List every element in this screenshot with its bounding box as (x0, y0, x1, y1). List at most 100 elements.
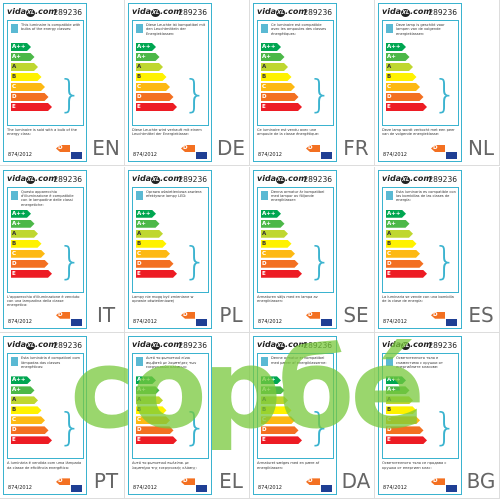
brand-suffix: .com (410, 7, 432, 16)
energy-label-cell: vidaXL.com 289236 Denna armatur är kompati… (250, 166, 375, 333)
energy-label-cell: vidaXL.com 289236 This luminaire is compat… (0, 0, 125, 166)
energy-label: vidaXL.com 289236 Oprawa oświetleniowa zaw… (128, 169, 212, 329)
sold-with-text: Armaturen säljs med en lampa av energikl… (257, 294, 318, 303)
lamp-icon (261, 24, 268, 33)
energy-class-bar: D (261, 426, 299, 434)
energy-label: vidaXL.com 289236 Denne armatur er kompati… (253, 336, 337, 496)
lamp-icon (136, 357, 143, 367)
energy-class-bar: B (11, 406, 42, 414)
energy-class-bar: D (386, 426, 424, 434)
watermark: copбé (70, 325, 425, 453)
brand-logo: vidaXL.com (7, 7, 57, 17)
energy-class-bar: A (261, 396, 288, 404)
brand-logo: vidaXL.com (257, 174, 307, 184)
energy-class-bar: D (11, 426, 49, 434)
product-code: 289236 (178, 8, 207, 17)
brand-logo: vidaXL.com (132, 174, 182, 184)
energy-class-bar: A (11, 63, 38, 71)
language-code: FR (343, 136, 369, 160)
energy-class-bar: A++ (11, 376, 31, 384)
sold-with-text: L'apparecchio d'illuminazione è venduto … (7, 294, 80, 308)
energy-class-bar: A++ (11, 210, 31, 218)
energy-class-bar: A (11, 230, 38, 238)
energy-class-bar: E (136, 436, 177, 444)
energy-class-bar: E (386, 270, 427, 278)
bulb-class: D (431, 478, 445, 486)
energy-class-bar: D (11, 93, 49, 101)
eu-flag (321, 318, 332, 326)
energy-class-bar: A (261, 63, 288, 71)
bulb-class: D (306, 478, 320, 486)
label-body: Esta luminária é compatível com lâmpadas… (7, 353, 84, 460)
eu-flag (196, 318, 207, 326)
energy-class-bar: C (261, 416, 295, 424)
energy-label-cell: vidaXL.com 289236 Esta luminária é compatí… (0, 333, 125, 500)
brand-prefix: vida (7, 340, 27, 350)
regulation: 874/2012 (133, 318, 157, 325)
energy-label: vidaXL.com 289236 Осветителното тяло е съв… (378, 336, 462, 496)
brand-suffix: .com (410, 173, 432, 183)
brand-mark: XL (151, 342, 161, 351)
energy-class-bar: B (136, 73, 167, 81)
label-body: Esta luminaria es compatible con las bom… (382, 186, 459, 293)
brand-prefix: vida (132, 173, 152, 183)
energy-class-bar: A++ (386, 210, 406, 218)
brand-logo: vidaXL.com (257, 340, 307, 351)
energy-label: vidaXL.com 289236 Deze lamp is geschikt vo… (378, 3, 462, 162)
eu-flag (71, 318, 82, 326)
energy-class-bar: C (136, 83, 170, 91)
eu-flag (321, 152, 332, 159)
compatibility-text: Esta luminaria es compatible con las bom… (396, 189, 456, 203)
bulb-class: D (306, 145, 320, 152)
energy-class-bar: A++ (136, 376, 156, 384)
label-body: Diese Leuchte ist kompatibel mit den Leu… (132, 20, 209, 126)
energy-class-bar: A+ (261, 386, 285, 394)
energy-class-bar: E (11, 103, 52, 111)
eu-flag (446, 485, 457, 493)
energy-class-bar: C (261, 250, 295, 258)
compatibility-text: Denna armatur är kompatibel med lampor a… (271, 189, 325, 203)
regulation: 874/2012 (258, 152, 282, 158)
label-body: Oprawa oświetleniowa zawiera efektywne l… (132, 186, 209, 293)
energy-class-bar: A+ (386, 53, 410, 61)
label-body: Αυτό το φωτιστικό είναι συμβατό με λαμπτ… (132, 353, 209, 460)
brand-logo: vidaXL.com (132, 7, 182, 17)
energy-class-bar: A+ (136, 386, 160, 394)
brand-logo: vidaXL.com (382, 174, 432, 184)
brace: } (308, 238, 333, 283)
energy-label: vidaXL.com 289236 Αυτό το φωτιστικό είναι … (128, 336, 212, 496)
sold-with-text: The luminaire is sold with a bulb of the… (7, 128, 77, 137)
energy-class-bar: A (136, 396, 163, 404)
bulb-class: D (181, 145, 195, 152)
energy-class-bar: B (136, 240, 167, 248)
compatibility-text: Denne armatur er kompatibel med pærer af… (271, 356, 327, 365)
eu-flag (446, 152, 457, 159)
compatibility-text: Oprawa oświetleniowa zawiera efektywne l… (146, 189, 202, 198)
brand-logo: vidaXL.com (382, 340, 432, 351)
energy-class-bar: B (386, 73, 417, 81)
sold-with-text: Diese Leuchte wird verkauft mit einem Le… (132, 128, 202, 137)
energy-class-bar: A+ (11, 386, 35, 394)
bulb-class: D (306, 311, 320, 319)
lamp-icon (11, 24, 18, 33)
energy-label-cell: vidaXL.com 289236 Ce luminaire est compati… (250, 0, 375, 166)
energy-class-bar: A+ (136, 53, 160, 61)
energy-class-bar: E (11, 436, 52, 444)
language-code: ES (468, 302, 494, 327)
energy-class-bar: B (261, 73, 292, 81)
language-code: NL (467, 136, 495, 160)
brand-logo: vidaXL.com (7, 340, 57, 351)
brand-logo: vidaXL.com (382, 7, 432, 17)
brand-prefix: vida (382, 340, 402, 350)
lamp-icon (261, 190, 268, 200)
energy-class-bar: E (11, 270, 52, 278)
energy-class-bar: A+ (261, 220, 285, 228)
energy-class-bar: A+ (261, 53, 285, 61)
product-code: 289236 (53, 8, 82, 17)
brace: } (183, 405, 208, 450)
energy-class-bar: D (386, 260, 424, 268)
label-body: Questo apparecchio d'illuminazione è com… (7, 186, 84, 293)
regulation: 874/2012 (8, 485, 32, 492)
regulation: 874/2012 (258, 485, 282, 492)
